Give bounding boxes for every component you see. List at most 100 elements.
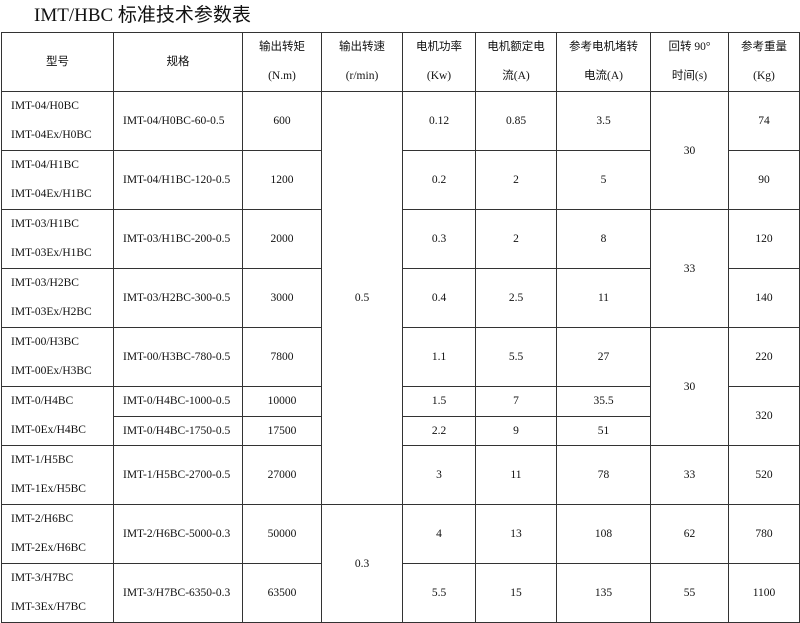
torque-cell: 1200 — [242, 150, 322, 210]
table-row: IMT-00/H3BC IMT-00Ex/H3BC IMT-00/H3BC-780-… — [1, 327, 800, 446]
header-model-label: 型号 — [46, 55, 69, 68]
power-cell: 0.4 — [402, 268, 476, 328]
model-name: IMT-1Ex/H5BC — [11, 483, 86, 495]
weight-cell: 780 — [728, 504, 800, 564]
model-name: IMT-00/H3BC — [11, 336, 79, 348]
weight-cell: 320 — [728, 386, 800, 446]
header-torque: 输出转矩 (N.m) — [242, 32, 322, 92]
weight-cell: 120 — [728, 209, 800, 269]
model-name: IMT-03Ex/H1BC — [11, 247, 92, 259]
weight-cell: 220 — [728, 327, 800, 387]
spec-cell: IMT-00/H3BC-780-0.5 — [113, 327, 243, 387]
header-stall: 参考电机堵转 电流(A) — [556, 32, 651, 92]
rotation-time-cell: 33 — [650, 209, 729, 328]
model-name: IMT-1/H5BC — [11, 454, 74, 466]
spec-table: 型号 规格 输出转矩 (N.m) 输出转速 (r/min) 电机功率 (Kw) 电机额定电流(A… — [1, 32, 800, 623]
weight-cell: 520 — [728, 445, 800, 505]
model-name: IMT-00Ex/H3BC — [11, 365, 92, 377]
table-row: IMT-0/H4BC-1750-0.5 17500 2.2 9 51 — [2, 415, 800, 446]
model-name: IMT-03/H2BC — [11, 277, 79, 289]
spec-cell: IMT-03/H2BC-300-0.5 — [113, 268, 243, 328]
current-cell: 9 — [475, 415, 557, 446]
current-cell: 0.85 — [475, 91, 557, 151]
rotation-time-cell: 55 — [650, 563, 729, 623]
rotation-time-cell: 62 — [650, 504, 729, 564]
model-name: IMT-04/H0BC — [11, 100, 79, 112]
model-name: IMT-04Ex/H1BC — [11, 188, 92, 200]
header-torque-line: 输出转矩 — [259, 41, 305, 53]
table-row: IMT-04/H0BC IMT-04Ex/H0BC IMT-04/H0BC-60-0… — [1, 91, 800, 505]
weight-cell: 90 — [728, 150, 800, 210]
header-power-line: 电机功率 — [416, 41, 462, 53]
current-cell: 2 — [475, 150, 557, 210]
stall-current-cell: 5 — [556, 150, 651, 210]
torque-cell: 17500 — [242, 415, 322, 446]
model-name: IMT-03/H1BC — [11, 218, 79, 230]
header-power-line: (Kw) — [426, 70, 452, 82]
weight-cell: 74 — [728, 91, 800, 151]
header-stall-line: 电流(A) — [584, 70, 623, 82]
stall-current-cell: 51 — [556, 415, 651, 446]
header-rotation: 回转 90° 时间(s) — [650, 32, 729, 92]
model-cell: IMT-2/H6BC IMT-2Ex/H6BC — [1, 504, 114, 564]
header-spec: 规格 — [113, 32, 243, 92]
current-cell: 11 — [475, 445, 557, 505]
power-cell: 0.3 — [402, 209, 476, 269]
current-cell: 15 — [475, 563, 557, 623]
header-current-line: 电机额定电 — [487, 41, 545, 53]
speed-cell: 0.5 — [321, 91, 403, 505]
header-torque-line: (N.m) — [268, 70, 296, 82]
spec-cell: IMT-0/H4BC-1750-0.5 — [113, 415, 243, 446]
model-cell: IMT-04/H1BC IMT-04Ex/H1BC — [1, 150, 114, 210]
power-cell: 2.2 — [402, 415, 476, 446]
power-cell: 5.5 — [402, 563, 476, 623]
spec-cell: IMT-1/H5BC-2700-0.5 — [113, 445, 243, 505]
model-cell: IMT-03/H2BC IMT-03Ex/H2BC — [1, 268, 114, 328]
model-cell: IMT-0/H4BC IMT-0Ex/H4BC — [1, 386, 114, 446]
spec-cell: IMT-03/H1BC-200-0.5 — [113, 209, 243, 269]
table-row: IMT-03/H2BC IMT-03Ex/H2BC IMT-03/H2BC-300-… — [1, 268, 800, 328]
table-row: IMT-1/H5BC IMT-1Ex/H5BC IMT-1/H5BC-2700-0.… — [1, 445, 800, 505]
model-name: IMT-2Ex/H6BC — [11, 542, 86, 554]
header-weight-line: (Kg) — [753, 70, 775, 82]
spec-cell: IMT-04/H1BC-120-0.5 — [113, 150, 243, 210]
header-spec-label: 规格 — [166, 55, 190, 68]
torque-cell: 600 — [242, 91, 322, 151]
current-cell: 7 — [475, 386, 557, 417]
model-name: IMT-04/H1BC — [11, 159, 79, 171]
power-cell: 1.5 — [402, 386, 476, 417]
power-cell: 0.12 — [402, 91, 476, 151]
model-name: IMT-3Ex/H7BC — [11, 601, 86, 613]
table-row: IMT-04/H1BC IMT-04Ex/H1BC IMT-04/H1BC-120-… — [1, 150, 800, 210]
spec-cell: IMT-2/H6BC-5000-0.3 — [113, 504, 243, 564]
table-row: IMT-0/H4BC IMT-0Ex/H4BC IMT-0/H4BC-1000-0.… — [1, 386, 800, 446]
spec-cell: IMT-0/H4BC-1000-0.5 — [113, 386, 243, 417]
speed-cell: 0.3 — [321, 504, 403, 623]
torque-cell: 10000 — [242, 386, 322, 417]
model-name: IMT-0/H4BC — [11, 395, 74, 407]
rotation-time-cell: 33 — [650, 445, 729, 505]
model-name: IMT-03Ex/H2BC — [11, 306, 92, 318]
header-current-line: 流(A) — [502, 70, 530, 82]
model-name: IMT-2/H6BC — [11, 513, 74, 525]
model-cell: IMT-3/H7BC IMT-3Ex/H7BC — [1, 563, 114, 623]
page-title: IMT/HBC 标准技术参数表 — [34, 5, 251, 26]
current-cell: 13 — [475, 504, 557, 564]
stall-current-cell: 108 — [556, 504, 651, 564]
spec-cell: IMT-04/H0BC-60-0.5 — [113, 91, 243, 151]
header-speed-line: (r/min) — [345, 70, 379, 82]
header-rotation-line: 回转 90° — [668, 41, 711, 53]
model-name: IMT-04Ex/H0BC — [11, 129, 92, 141]
header-speed-line: 输出转速 — [339, 41, 385, 53]
header-weight: 参考重量 (Kg) — [728, 32, 800, 92]
rotation-time-cell: 30 — [650, 91, 729, 210]
weight-cell: 140 — [728, 268, 800, 328]
header-model: 型号 — [1, 32, 114, 92]
current-cell: 2.5 — [475, 268, 557, 328]
stall-current-cell: 27 — [556, 327, 651, 387]
power-cell: 1.1 — [402, 327, 476, 387]
current-cell: 5.5 — [475, 327, 557, 387]
model-cell: IMT-00/H3BC IMT-00Ex/H3BC — [1, 327, 114, 387]
torque-cell: 50000 — [242, 504, 322, 564]
torque-cell: 27000 — [242, 445, 322, 505]
